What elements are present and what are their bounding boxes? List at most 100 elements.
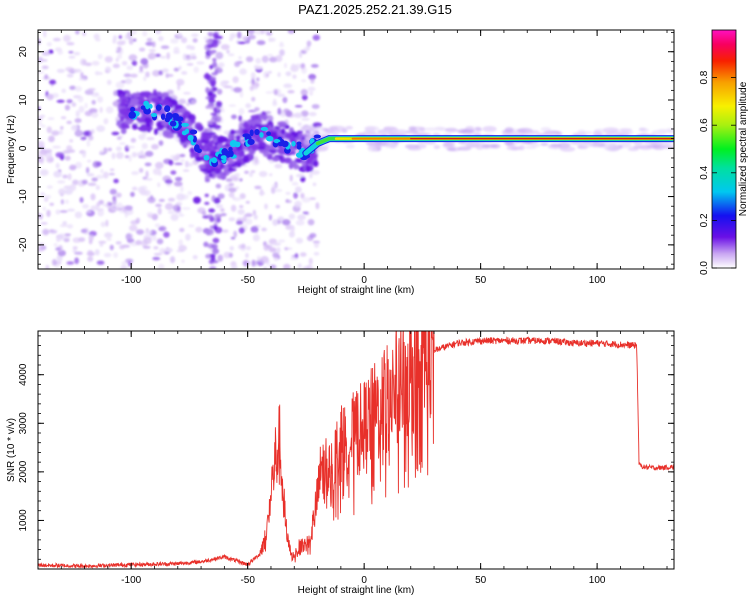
ridge-blob (228, 146, 233, 152)
spectrogram-blob (90, 129, 95, 135)
spectrogram-blob (65, 66, 74, 72)
spectrogram-blob (74, 118, 82, 124)
spectrogram-blob (49, 157, 54, 162)
spectrogram-blob (66, 145, 73, 151)
spectrogram-blob (275, 204, 281, 209)
spectrogram-blob (96, 125, 106, 133)
spectrogram-blob (96, 201, 101, 208)
spectrogram-blob (210, 256, 216, 262)
spectrogram-blob (384, 142, 399, 149)
spectrogram-blob (60, 199, 65, 205)
ridge-blob (249, 129, 254, 137)
spectrogram-blob (620, 129, 634, 136)
spectrogram-blob (264, 203, 268, 210)
spectrogram-blob (254, 107, 260, 112)
spectrogram-blob (151, 143, 159, 150)
spectrogram-blob (168, 159, 174, 166)
spectrogram-blob (203, 73, 211, 80)
spectrogram-blob (158, 140, 164, 146)
spectrogram-blob (181, 37, 188, 44)
spectrogram-blob (443, 142, 450, 147)
spectrogram-blob (406, 130, 419, 134)
spectrogram-blob (308, 112, 317, 117)
spectrogram-blob (216, 217, 221, 223)
spectrogram-blob (367, 142, 381, 147)
spectrogram-blob (190, 55, 197, 60)
spectrogram-blob (169, 256, 176, 264)
spectrogram-blob (295, 237, 304, 244)
spectrogram-blob (65, 236, 70, 240)
spectrogram-blob (146, 211, 154, 217)
spectrogram-blob (82, 204, 89, 209)
spectrogram-blob (311, 170, 320, 175)
spectrogram-blob (293, 192, 299, 199)
spectrogram-blob (138, 134, 146, 140)
spectrogram-blob (313, 160, 319, 167)
spectrogram-blob (277, 107, 282, 115)
spectrogram-blob (126, 91, 131, 99)
spectrogram-ytick-label: 0 (18, 145, 29, 151)
spectrogram-blob (282, 219, 291, 226)
snr-xlabel: Height of straight line (km) (298, 585, 415, 596)
spectrogram-blob (44, 194, 52, 199)
ridge-blob (165, 112, 173, 120)
spectrogram-blob (183, 91, 191, 95)
spectrogram-blob (116, 151, 124, 160)
spectrogram-blob (86, 173, 95, 177)
spectrogram-blob (213, 225, 218, 231)
spectrogram-blob (189, 147, 196, 154)
spectrogram-blob (281, 128, 286, 135)
spectrogram-blob (205, 105, 210, 109)
spectrogram-blob (180, 185, 184, 193)
spectrogram-blob (131, 151, 137, 158)
spectrogram-blob (217, 193, 225, 200)
spectrogram-blob (140, 58, 149, 65)
spectrogram-blob (207, 102, 215, 107)
spectrogram-blob (212, 61, 218, 68)
spectrogram-blob (458, 130, 474, 134)
spectrogram-blob (94, 71, 100, 76)
ridge-blob (220, 155, 227, 160)
spectrogram-blob (244, 213, 253, 218)
spectrogram-blob (264, 145, 275, 151)
spectrogram-blob (106, 79, 112, 86)
spectrogram-ytick-label: 20 (18, 46, 29, 58)
spectrogram-blob (128, 54, 138, 61)
spectrogram-xtick-label: -100 (121, 275, 141, 286)
spectrogram-blob (215, 183, 222, 189)
snr-frame (37, 330, 675, 570)
spectrogram-blob (188, 113, 196, 122)
spectrogram-blob (446, 147, 457, 151)
spectrogram-blob (112, 38, 117, 44)
spectrogram-blob (142, 245, 151, 249)
spectrogram-blob (41, 51, 51, 56)
spectrogram-blob (243, 154, 249, 163)
spectrogram-blob (52, 145, 61, 149)
spectrogram-blob (269, 173, 273, 177)
spectrogram-blob (217, 254, 224, 262)
spectrogram-blob (44, 148, 53, 153)
spectrogram-blob (268, 247, 277, 253)
spectrogram-blob (205, 50, 212, 56)
spectrogram-blob (256, 40, 266, 46)
spectrogram-blob (265, 244, 273, 249)
spectrogram-blob (177, 83, 181, 91)
spectrogram-blob (120, 264, 128, 269)
spectrogram-blob (49, 229, 58, 234)
spectrogram-blob (388, 131, 396, 137)
spectrogram-blob (283, 247, 293, 250)
spectrogram-blob (231, 114, 237, 120)
spectrogram-blob (86, 210, 92, 214)
spectrogram-blob (209, 78, 217, 86)
spectrogram-blob (72, 237, 82, 243)
spectrogram-blob (40, 114, 46, 118)
spectrogram-blob (268, 149, 277, 153)
spectrogram-blob (208, 33, 213, 37)
spectrogram-blob (46, 41, 53, 47)
spectrogram-blob (128, 155, 132, 162)
spectrogram-blob (244, 218, 253, 225)
spectrogram-blob (116, 146, 122, 152)
spectrogram-blob (275, 54, 283, 63)
spectrogram-blob (51, 258, 57, 266)
colorbar-ticks: 0.0 0.2 0.4 0.6 0.8 (699, 70, 736, 275)
